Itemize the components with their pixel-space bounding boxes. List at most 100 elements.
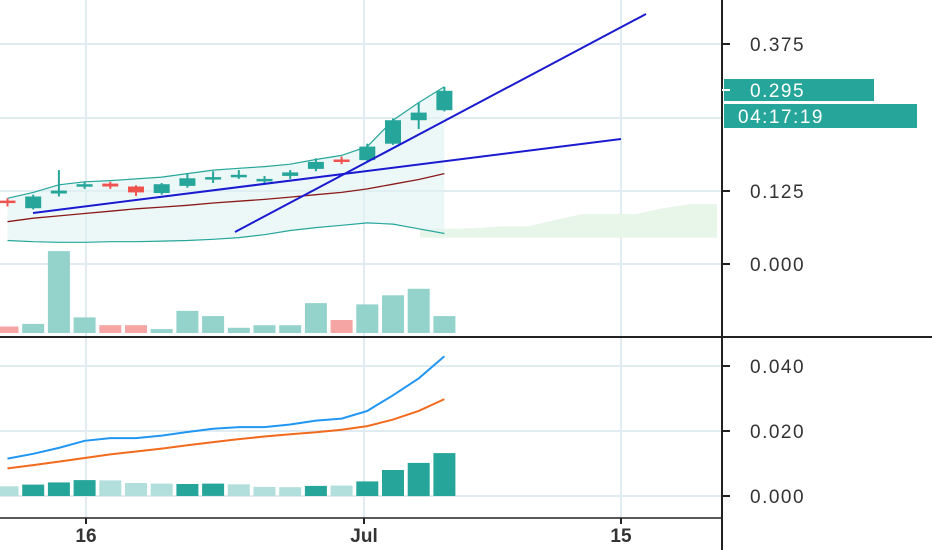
candle: [410, 102, 427, 129]
candle-body: [76, 184, 93, 187]
volume-bar: [0, 326, 19, 333]
candle-body: [230, 174, 247, 178]
volume-bar: [99, 325, 122, 333]
trendline-shallow[interactable]: [32, 138, 622, 214]
candle: [128, 185, 144, 196]
macd-hist-bar: [356, 481, 379, 496]
last-price-badge: 0.295: [722, 79, 874, 102]
candle-body: [359, 146, 376, 161]
volume-bar: [253, 325, 276, 333]
candle: [205, 171, 222, 183]
candle: [385, 118, 401, 145]
volume-bar: [356, 304, 379, 333]
volume-bar: [227, 327, 250, 333]
macd-line: [7, 355, 446, 460]
macd-hist-bar: [202, 483, 225, 496]
macd-hist-bar: [125, 483, 147, 496]
candle: [179, 173, 196, 188]
candle-body: [153, 184, 170, 193]
candle-body: [256, 178, 273, 182]
candle: [256, 175, 273, 183]
candle-body: [307, 161, 324, 169]
candle-body: [25, 196, 42, 209]
bollinger-fill: [7, 86, 445, 243]
indicator-tick-label: 0.040: [750, 357, 805, 378]
volume-bar: [382, 295, 404, 333]
indicator-axis[interactable]: 0.040 0.020 0.000: [722, 357, 805, 508]
volume-bar: [176, 310, 199, 333]
volume-bar: [304, 303, 327, 333]
price-tick-label: 0.125: [750, 182, 805, 203]
indicator-tick-label: 0.020: [750, 422, 805, 443]
moving-average-line: [7, 172, 445, 223]
time-tick-label: 15: [610, 526, 632, 547]
candle-body: [333, 159, 350, 162]
macd-hist-bar: [73, 480, 96, 496]
macd-hist-bar: [330, 485, 353, 496]
last-price-value: 0.295: [750, 81, 805, 102]
price-tick-label: 0.375: [750, 35, 805, 56]
candle: [333, 156, 350, 165]
macd-hist-bar: [382, 470, 404, 496]
candle: [282, 170, 299, 179]
candle-body: [128, 186, 144, 193]
macd-hist-bar: [0, 486, 19, 497]
volume-bar: [407, 288, 430, 333]
candle: [0, 198, 16, 207]
candle: [50, 170, 67, 197]
volume-bar: [125, 325, 147, 333]
time-tick-label: 16: [75, 526, 96, 547]
macd-hist-bar: [22, 484, 45, 496]
candle: [359, 143, 376, 162]
candle: [307, 158, 324, 172]
indicator-tick-label: 0.000: [750, 487, 805, 508]
volume-bar: [202, 316, 225, 333]
time-tick-label: Jul: [350, 526, 377, 547]
macd-hist-bar: [279, 487, 302, 496]
macd-hist-bar: [304, 485, 327, 496]
macd-hist-bar: [47, 482, 70, 496]
volume-bar: [330, 320, 353, 333]
candle-body: [282, 172, 299, 176]
macd-hist-bar: [253, 486, 276, 496]
candle: [25, 194, 42, 210]
candle: [436, 86, 453, 112]
price-axis[interactable]: 0.375 0.125 0.000: [722, 35, 805, 276]
macd-hist-bar: [433, 453, 456, 496]
volume-bars: [0, 251, 456, 333]
candle: [153, 182, 170, 195]
macd-histogram: [0, 453, 456, 497]
candle-body: [385, 120, 401, 144]
macd-hist-bar: [227, 484, 250, 496]
price-tick-label: 0.000: [750, 255, 805, 276]
time-axis[interactable]: 16 Jul 15: [75, 518, 632, 547]
volume-bar: [433, 316, 456, 333]
trendline-steep[interactable]: [234, 13, 647, 233]
volume-bar: [47, 251, 70, 333]
candlestick-series: [0, 86, 453, 210]
macd-hist-bar: [176, 484, 199, 496]
macd-hist-bar: [150, 483, 173, 496]
candle-body: [179, 178, 196, 186]
candle-body: [436, 90, 453, 111]
signal-line: [7, 398, 445, 470]
macd-hist-bar: [407, 462, 430, 497]
candle-body: [410, 112, 427, 121]
volume-bar: [22, 323, 45, 333]
candle: [76, 181, 93, 189]
candle-body: [205, 177, 222, 180]
grid-lines: [0, 0, 722, 518]
countdown-badge: 04:17:19: [724, 104, 917, 128]
candle: [102, 181, 119, 189]
candle-body: [102, 183, 119, 187]
bollinger-lower-line: [7, 222, 445, 243]
countdown-value: 04:17:19: [738, 107, 824, 128]
candle: [230, 170, 247, 179]
volume-bar: [73, 317, 96, 333]
volume-bar: [150, 329, 173, 333]
candle-body: [0, 200, 16, 204]
cloud-area: [420, 204, 717, 238]
candle-body: [50, 190, 67, 194]
bollinger-upper-line: [7, 86, 445, 199]
